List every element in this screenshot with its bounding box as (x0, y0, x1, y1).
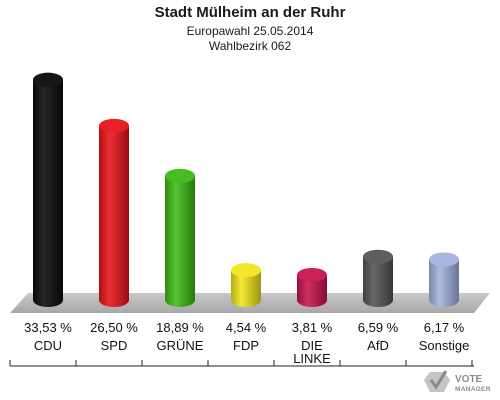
category-label: AfD (367, 338, 389, 353)
bar-body (363, 256, 393, 307)
bar-body (99, 125, 129, 307)
category-ticks-group (9, 360, 473, 366)
bar-die-linke (297, 267, 327, 307)
logo-text-manager: MANAGER (455, 386, 491, 393)
bar-top (297, 267, 327, 282)
bar-body (165, 175, 195, 307)
value-label: 4,54 % (226, 320, 267, 335)
value-labels-group: 33,53 % 26,50 % 18,89 % 4,54 % 3,81 % 6,59 % 6… (24, 320, 465, 335)
bar-top (33, 72, 63, 87)
category-label: LINKE (293, 351, 331, 366)
category-label: CDU (34, 338, 62, 353)
value-label: 3,81 % (292, 320, 333, 335)
category-label: Sonstige (419, 338, 470, 353)
value-label: 6,59 % (358, 320, 399, 335)
bar-top (429, 252, 459, 267)
category-label: GRÜNE (157, 338, 204, 353)
category-label: FDP (233, 338, 259, 353)
bar-afd (363, 249, 393, 307)
bar-body (297, 274, 327, 307)
category-label: SPD (101, 338, 128, 353)
bar-top (231, 263, 261, 278)
bar-top (165, 168, 195, 183)
bar-spd (99, 118, 129, 307)
bar-cdu (33, 72, 63, 307)
category-label: DIE (301, 338, 323, 353)
bar-sonstige (429, 252, 459, 307)
bar-fdp (231, 263, 261, 307)
chart-subtitle: Europawahl 25.05.2014 (187, 24, 314, 38)
logo-text-vote: VOTE (455, 374, 483, 385)
bar-body (231, 270, 261, 307)
value-label: 26,50 % (90, 320, 138, 335)
bar-body (33, 79, 63, 307)
value-label: 6,17 % (424, 320, 465, 335)
value-label: 18,89 % (156, 320, 204, 335)
chart-title: Stadt Mülheim an der Ruhr (155, 4, 346, 21)
bar-grüne (165, 168, 195, 307)
value-label: 33,53 % (24, 320, 72, 335)
bar-body (429, 259, 459, 307)
bar-top (363, 249, 393, 264)
vote-manager-logo: VOTE MANAGER (424, 370, 491, 393)
ballot-check-icon (424, 370, 450, 392)
bars-group (33, 72, 459, 307)
bar-top (99, 118, 129, 133)
chart-subtitle-district: Wahlbezirk 062 (209, 39, 292, 53)
